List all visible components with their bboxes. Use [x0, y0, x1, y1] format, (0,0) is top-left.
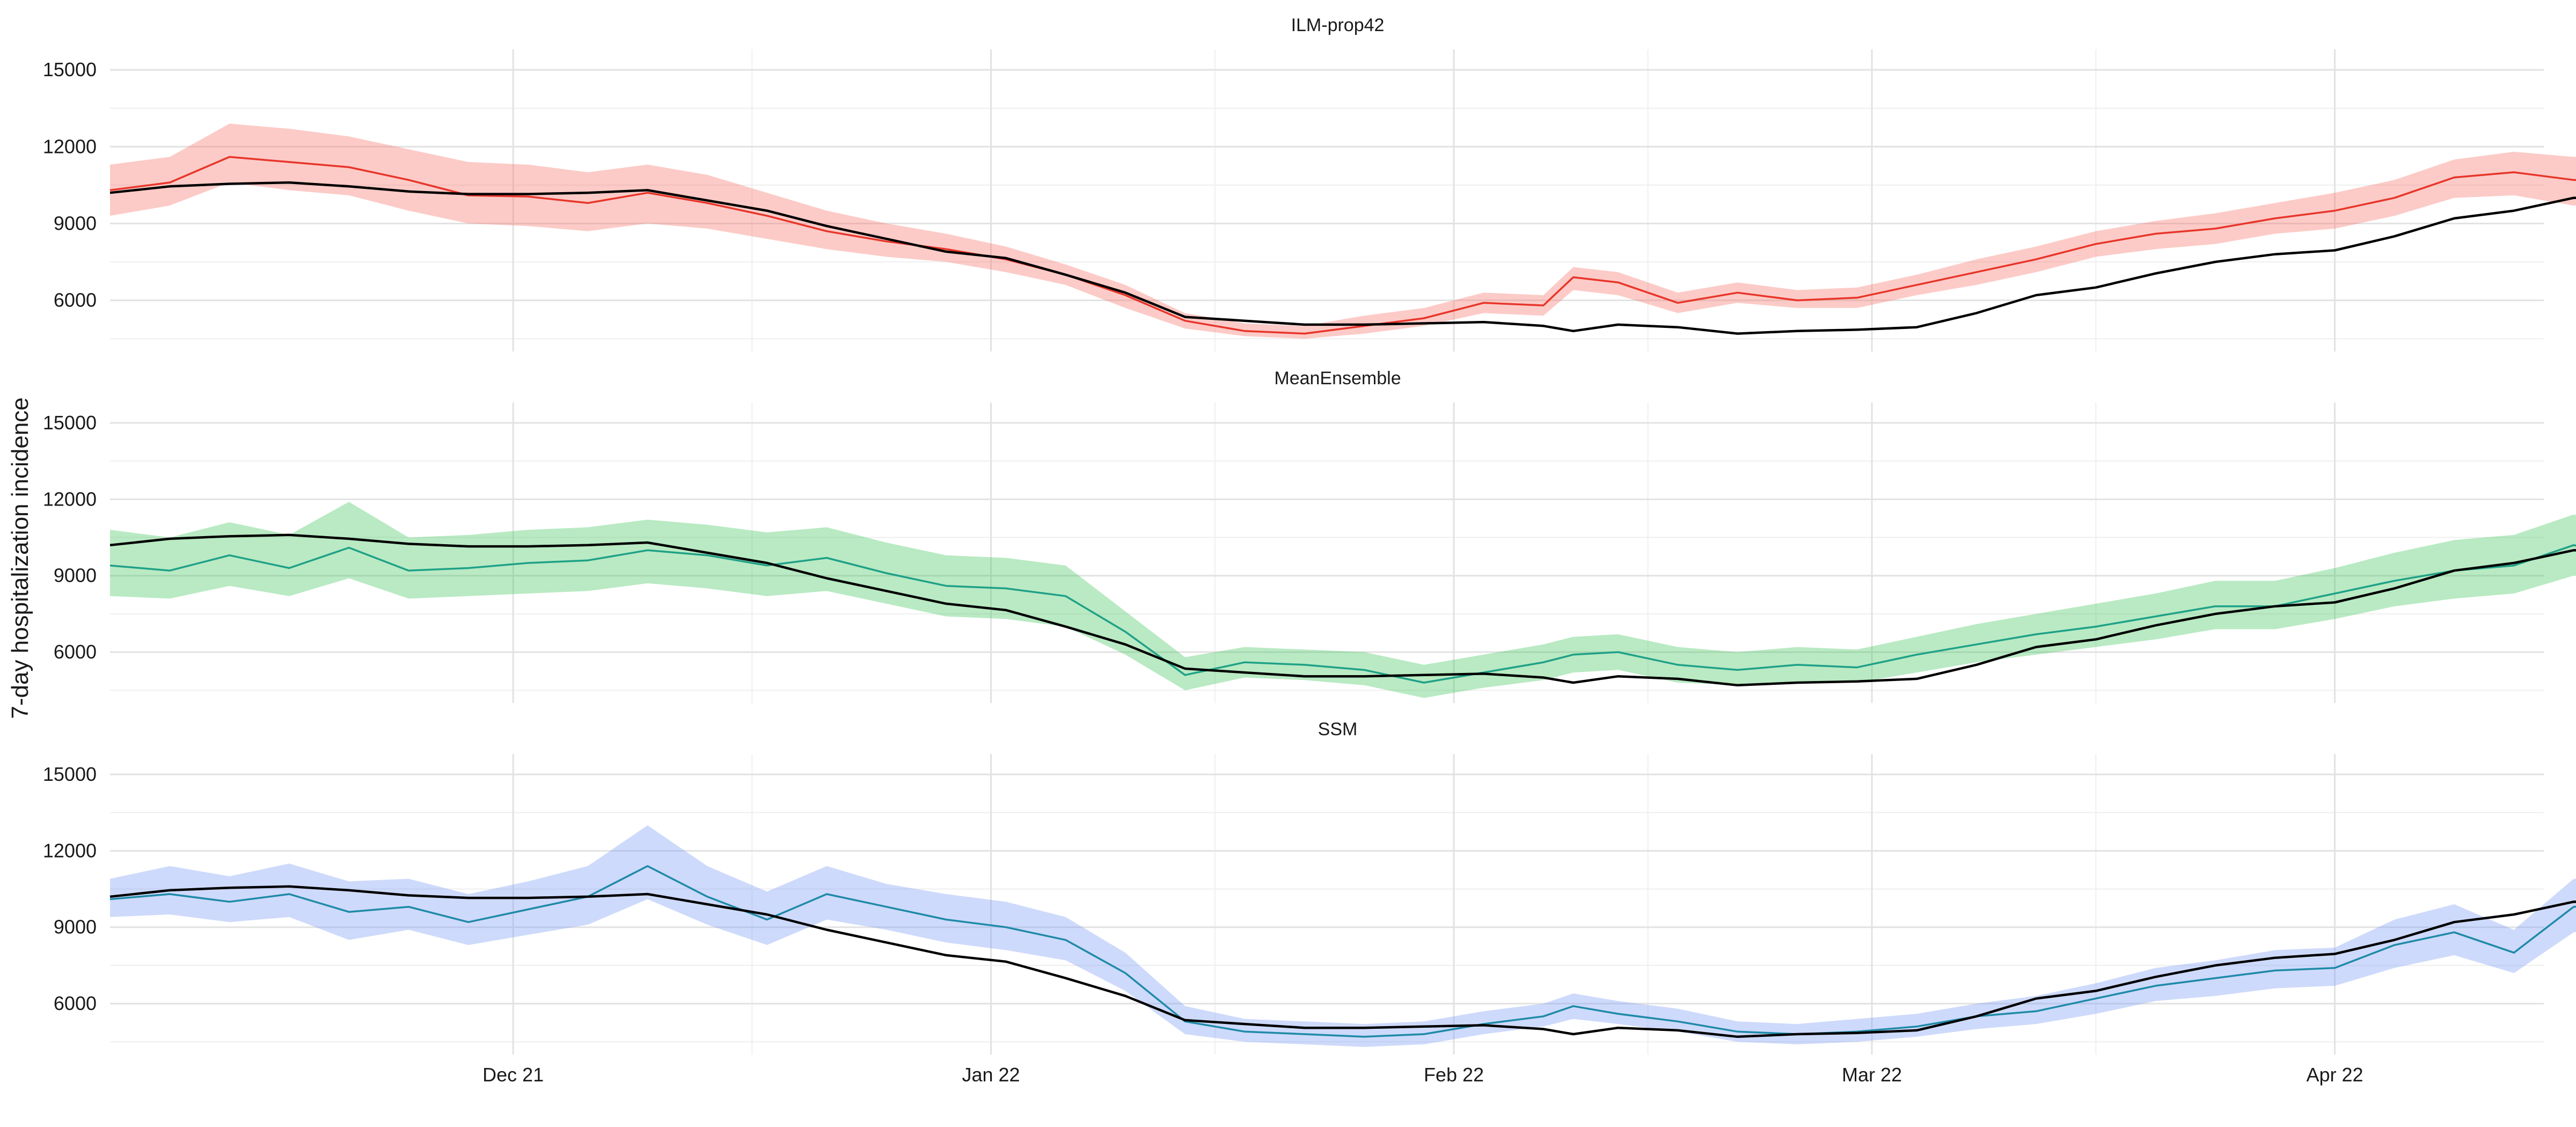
y-tick-label: 12000 — [43, 135, 97, 157]
forecast-line — [109, 544, 2576, 684]
observed-line — [109, 181, 2576, 335]
x-tick-label: Feb 22 — [1424, 1064, 1484, 1086]
x-tick-label: Jan 22 — [962, 1064, 1020, 1086]
y-tick-label: 12000 — [43, 839, 97, 861]
forecast-line — [109, 865, 2576, 1038]
y-tick-label: 12000 — [43, 488, 97, 510]
y-tick-label: 6000 — [54, 289, 97, 311]
y-tick-label: 9000 — [54, 565, 97, 587]
x-axis: Dec 21 Jan 22 Feb 22 Mar 22 Apr 22 — [482, 1064, 2363, 1086]
y-tick-label: 6000 — [54, 992, 97, 1014]
y-tick-label: 15000 — [43, 58, 97, 80]
x-tick-label: Dec 21 — [482, 1064, 544, 1086]
observed-line — [109, 885, 2576, 1038]
panel-title: ILM-prop42 — [1291, 15, 1385, 35]
observed-line — [109, 533, 2576, 687]
x-tick-label: Mar 22 — [1842, 1064, 1902, 1086]
panel-title: MeanEnsemble — [1274, 368, 1401, 389]
y-tick-label: 6000 — [54, 641, 97, 663]
prediction-interval-band — [110, 502, 2576, 698]
panel-title: SSM — [1318, 719, 1358, 740]
panel-ilm-prop42: 6000 9000 12000 15000 ILM-prop42 — [43, 15, 2576, 352]
y-tick-label: 15000 — [43, 763, 97, 785]
x-tick-label: Apr 22 — [2306, 1064, 2363, 1086]
y-axis-label: 7-day hospitalization incidence — [7, 397, 33, 719]
prediction-interval-band — [110, 825, 2576, 1047]
panel-ssm: 6000 9000 12000 15000 SSM — [43, 719, 2576, 1055]
prediction-interval-band — [110, 123, 2576, 339]
panel-meanensemble: 6000 9000 12000 15000 MeanEnsemble — [43, 368, 2576, 703]
y-tick-label: 9000 — [54, 212, 97, 234]
y-tick-label: 15000 — [43, 412, 97, 434]
y-tick-label: 9000 — [54, 916, 97, 938]
panels: 6000 9000 12000 15000 ILM-prop42 6000 9000 1200… — [43, 15, 2576, 1055]
